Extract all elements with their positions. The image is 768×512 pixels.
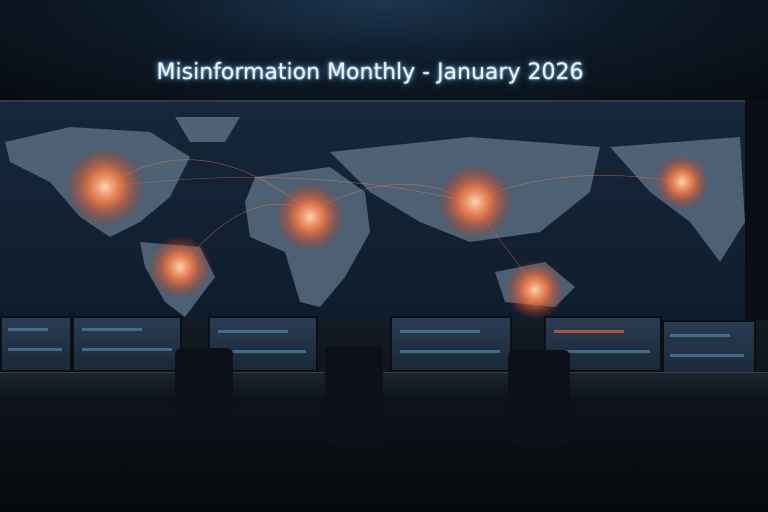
office-chair bbox=[325, 345, 383, 445]
desk bbox=[0, 372, 768, 403]
hotspot-north-america-right bbox=[654, 154, 710, 210]
monitor bbox=[208, 316, 318, 372]
monitor bbox=[0, 316, 72, 372]
hotspot-asia bbox=[437, 164, 513, 240]
hotspot-australia bbox=[505, 260, 565, 320]
video-wall-map bbox=[0, 100, 745, 324]
office-chair bbox=[508, 350, 570, 445]
ceiling bbox=[0, 0, 768, 100]
monitor bbox=[662, 320, 756, 376]
hotspot-south-america bbox=[148, 235, 212, 299]
hotspots bbox=[65, 147, 710, 320]
page-title: Misinformation Monthly - January 2026 bbox=[156, 60, 584, 85]
monitor bbox=[72, 316, 182, 372]
hotspot-africa bbox=[275, 182, 345, 252]
hotspot-north-america bbox=[65, 147, 145, 227]
monitor bbox=[390, 316, 512, 372]
world-map bbox=[5, 117, 745, 320]
greenland bbox=[175, 117, 240, 142]
office-chair bbox=[175, 348, 233, 440]
